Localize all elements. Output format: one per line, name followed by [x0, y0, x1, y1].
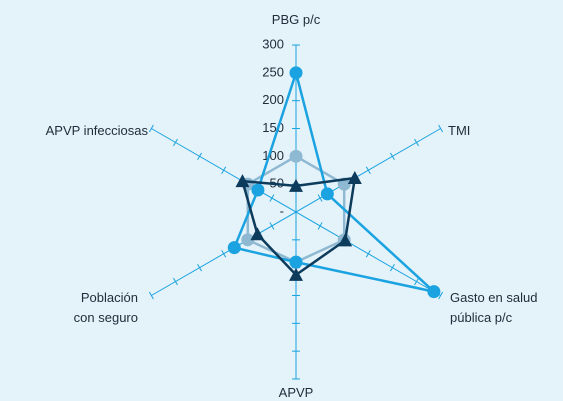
- marker: [289, 66, 303, 80]
- tick-mark: [438, 291, 444, 300]
- tick-mark: [438, 124, 444, 133]
- tick-label: 100: [262, 148, 284, 163]
- marker: [251, 183, 265, 197]
- tick-mark: [197, 152, 203, 161]
- tick-mark: [365, 166, 371, 174]
- marker: [427, 285, 441, 299]
- marker: [347, 171, 362, 185]
- axis-label: Gasto en salud pública p/c: [450, 290, 538, 325]
- marker: [320, 187, 334, 201]
- marker: [235, 174, 250, 188]
- marker: [289, 149, 303, 163]
- tick-label: -: [280, 203, 284, 218]
- tick-mark: [389, 152, 395, 161]
- tick-mark: [389, 263, 395, 272]
- tick-mark: [414, 138, 419, 147]
- tick-mark: [365, 250, 371, 258]
- axis-label: APVP infecciosas: [45, 123, 148, 138]
- tick-mark: [317, 222, 323, 230]
- marker: [227, 241, 241, 255]
- marker: [241, 233, 255, 247]
- tick-mark: [317, 194, 323, 202]
- tick-mark: [197, 263, 203, 272]
- marker: [338, 233, 353, 247]
- tick-mark: [414, 277, 419, 286]
- axis-label: TMI: [448, 123, 471, 138]
- tick-label: 250: [262, 64, 284, 79]
- axis-label: APVP: [278, 385, 314, 400]
- tick-label: 200: [262, 92, 284, 107]
- tick-mark: [221, 250, 227, 258]
- marker: [289, 267, 303, 281]
- marker: [289, 255, 303, 269]
- tick-mark: [148, 291, 154, 300]
- tick-mark: [173, 277, 178, 286]
- marker: [250, 227, 265, 241]
- marker: [289, 178, 303, 192]
- tick-mark: [173, 138, 178, 147]
- axis-label: Población con seguro: [73, 290, 138, 325]
- tick-mark: [269, 194, 275, 202]
- tick-mark: [148, 124, 154, 133]
- axis-label: PBG p/c: [271, 12, 321, 27]
- tick-label: 300: [262, 36, 284, 51]
- tick-mark: [269, 222, 275, 230]
- tick-mark: [221, 166, 227, 174]
